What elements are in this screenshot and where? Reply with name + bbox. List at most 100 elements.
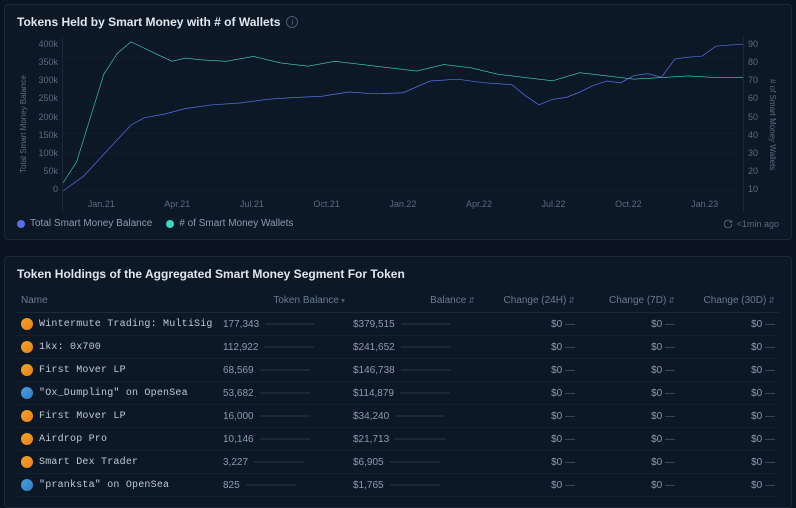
legend-item-balance[interactable]: Total Smart Money Balance xyxy=(17,218,152,229)
balance-cell: $241,652 xyxy=(353,342,475,353)
token-balance-cell: 68,569 xyxy=(223,365,345,376)
y-axis-left: 400k350k300k250k200k150k100k50k0 xyxy=(30,37,62,212)
name-cell: "Ox_Dumpling" on OpenSea xyxy=(21,387,215,399)
sort-icon: ⇵ xyxy=(468,296,475,305)
token-balance-value: 68,569 xyxy=(223,365,254,376)
bar-dash: — xyxy=(665,457,675,468)
balance-value: $6,905 xyxy=(353,457,384,468)
change-24h: $0 xyxy=(551,457,562,468)
bar-dash: — xyxy=(565,480,575,491)
bar-dash: — xyxy=(665,480,675,491)
change-7d: $0 xyxy=(651,319,662,330)
table-title: Token Holdings of the Aggregated Smart M… xyxy=(17,267,779,281)
change-7d: $0 xyxy=(651,411,662,422)
name-cell: Airdrop Pro xyxy=(21,433,215,445)
bar-dash: — xyxy=(665,342,675,353)
table-row[interactable]: Smart Dex Trader3,227$6,905$0 —$0 —$0 — xyxy=(17,451,779,474)
bar-dash: — xyxy=(565,365,575,376)
change-30d: $0 xyxy=(751,480,762,491)
bar-dash: — xyxy=(765,480,775,491)
col-balance[interactable]: Balance⇵ xyxy=(349,289,479,313)
col-token-balance[interactable]: Token Balance▾ xyxy=(219,289,349,313)
table-row[interactable]: Airdrop Pro10,146$21,713$0 —$0 —$0 — xyxy=(17,428,779,451)
bar-track xyxy=(264,346,314,348)
sort-icon: ⇵ xyxy=(768,296,775,305)
sort-icon: ⇵ xyxy=(668,296,675,305)
wallet-name: 1kx: 0x700 xyxy=(39,342,101,353)
table-row[interactable]: First Mover LP16,000$34,240$0 —$0 —$0 — xyxy=(17,405,779,428)
token-balance-cell: 53,682 xyxy=(223,388,345,399)
change-24h: $0 xyxy=(551,319,562,330)
balance-value: $241,652 xyxy=(353,342,395,353)
change-7d: $0 xyxy=(651,434,662,445)
token-balance-cell: 177,343 xyxy=(223,319,345,330)
name-cell: First Mover LP xyxy=(21,410,215,422)
bar-track xyxy=(401,346,451,348)
bar-track xyxy=(246,484,296,486)
col-change-30d[interactable]: Change (30D)⇵ xyxy=(679,289,779,313)
bar-track xyxy=(395,415,445,417)
change-7d: $0 xyxy=(651,388,662,399)
balance-value: $21,713 xyxy=(353,434,389,445)
token-balance-cell: 3,227 xyxy=(223,457,345,468)
col-change-24h[interactable]: Change (24H)⇵ xyxy=(479,289,579,313)
info-icon[interactable]: i xyxy=(286,16,298,28)
table-row[interactable]: Wintermute Trading: MultiSig177,343$379,… xyxy=(17,313,779,336)
balance-value: $34,240 xyxy=(353,411,389,422)
col-name[interactable]: Name xyxy=(17,289,219,313)
bar-dash: — xyxy=(765,434,775,445)
token-balance-value: 3,227 xyxy=(223,457,248,468)
bar-track xyxy=(265,323,315,325)
table-row[interactable]: First Mover LP68,569$146,738$0 —$0 —$0 — xyxy=(17,359,779,382)
table-row[interactable]: "Ox_Dumpling" on OpenSea 53,682 $114,879 $0… xyxy=(17,382,779,405)
sort-desc-icon: ▾ xyxy=(341,296,345,305)
bar-track xyxy=(400,392,450,394)
name-cell: Smart Dex Trader xyxy=(21,456,215,468)
table-row[interactable]: 1kx: 0x700112,922$241,652$0 —$0 —$0 — xyxy=(17,336,779,359)
table-panel: Token Holdings of the Aggregated Smart M… xyxy=(4,256,792,508)
bar-track xyxy=(260,392,310,394)
change-30d: $0 xyxy=(751,411,762,422)
legend-label-wallets: # of Smart Money Wallets xyxy=(179,218,293,229)
timestamp-text: <1min ago xyxy=(737,219,779,229)
plot-area[interactable]: Jan.21Apr.21Jul.21Oct.21Jan.22Apr.22Jul.… xyxy=(62,37,744,212)
name-cell: 1kx: 0x700 xyxy=(21,341,215,353)
col-balance-label: Balance xyxy=(430,295,466,306)
change-30d: $0 xyxy=(751,388,762,399)
change-30d: $0 xyxy=(751,342,762,353)
bar-dash: — xyxy=(765,342,775,353)
change-30d: $0 xyxy=(751,365,762,376)
name-cell: "pranksta" on OpenSea xyxy=(21,479,215,491)
chart-panel: Tokens Held by Smart Money with # of Wal… xyxy=(4,4,792,240)
token-icon xyxy=(21,479,33,491)
token-icon xyxy=(21,410,33,422)
bar-dash: — xyxy=(765,388,775,399)
token-balance-value: 16,000 xyxy=(223,411,254,422)
balance-value: $1,765 xyxy=(353,480,384,491)
change-24h: $0 xyxy=(551,342,562,353)
balance-cell: $114,879 xyxy=(353,388,475,399)
wallet-name: First Mover LP xyxy=(39,411,126,422)
balance-value: $146,738 xyxy=(353,365,395,376)
refresh-icon xyxy=(723,219,733,229)
wallet-name: Airdrop Pro xyxy=(39,434,107,445)
bar-dash: — xyxy=(665,411,675,422)
legend-dot-balance xyxy=(17,220,25,228)
legend-item-wallets[interactable]: # of Smart Money Wallets xyxy=(166,218,293,229)
table-row[interactable]: "pranksta" on OpenSea825$1,765$0 —$0 —$0… xyxy=(17,474,779,497)
name-cell: Wintermute Trading: MultiSig xyxy=(21,318,215,330)
change-7d: $0 xyxy=(651,365,662,376)
legend-dot-wallets xyxy=(166,220,174,228)
col-change-7d[interactable]: Change (7D)⇵ xyxy=(579,289,679,313)
col-change-24h-label: Change (24H) xyxy=(503,295,566,306)
token-icon xyxy=(21,341,33,353)
token-balance-value: 177,343 xyxy=(223,319,259,330)
change-24h: $0 xyxy=(551,434,562,445)
wallet-name: "Ox_Dumpling" on OpenSea xyxy=(39,388,188,399)
change-7d: $0 xyxy=(651,480,662,491)
token-icon xyxy=(21,318,33,330)
token-balance-value: 112,922 xyxy=(223,342,258,353)
col-name-label: Name xyxy=(21,295,48,306)
bar-dash: — xyxy=(765,365,775,376)
y-axis-left-label: Total Smart Money Balance xyxy=(17,37,30,212)
